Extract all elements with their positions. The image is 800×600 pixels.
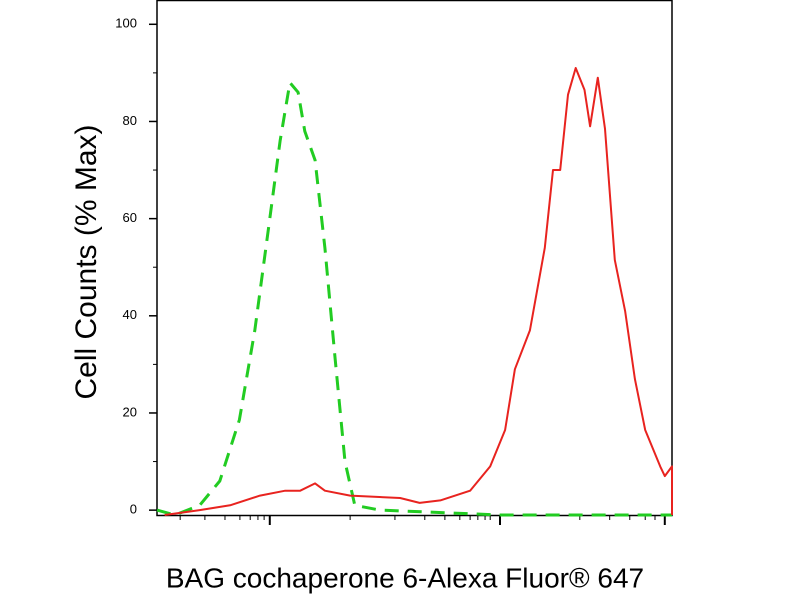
plot-frame [156,0,673,517]
x-axis-label: BAG cochaperone 6-Alexa Fluor® 647 [166,562,644,593]
histogram-line [164,67,673,516]
y-tick-label: 40 [123,307,137,322]
histogram-line [156,81,672,517]
y-tick-label: 0 [130,502,137,517]
y-tick-label: 80 [123,113,137,128]
y-tick-label: 20 [123,404,137,419]
y-axis-label: Cell Counts (% Max) [70,124,103,399]
y-tick-label: 100 [115,16,137,31]
y-tick-label: 60 [123,210,137,225]
